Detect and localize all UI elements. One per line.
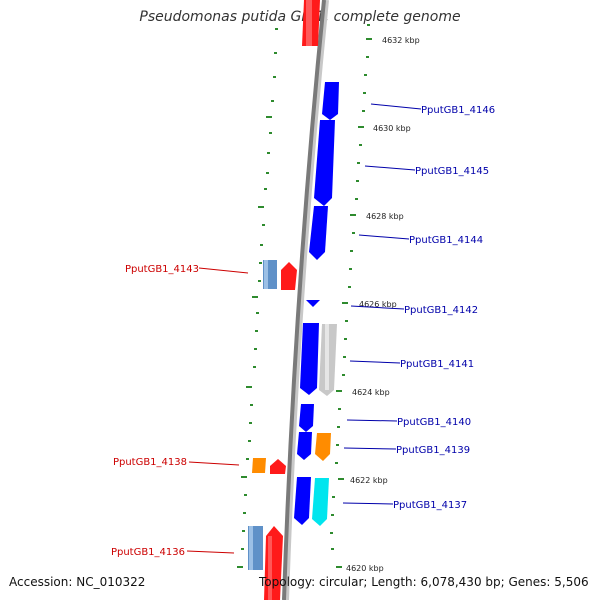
gene-forward [281,262,297,290]
gene-label: PputGB1_4141 [400,359,474,370]
gene-label: PputGB1_4138 [113,457,187,468]
backbone [282,0,326,600]
forward-genes [264,0,320,600]
gene-reverse [294,477,311,525]
scale-label: 4632 kbp [382,36,420,45]
gene-label: PputGB1_4136 [111,547,185,558]
scale-label: 4622 kbp [350,476,388,485]
gene-label: PputGB1_4137 [393,500,467,511]
gene-reverse [297,432,312,460]
scale-label: 4626 kbp [359,300,397,309]
gene-label: PputGB1_4145 [415,166,489,177]
gene-label: PputGB1_4144 [409,235,483,246]
gene-label: PputGB1_4139 [396,445,470,456]
steelblue-genes [248,260,277,570]
other-genes [252,324,337,526]
genome-summary: Topology: circular; Length: 6,078,430 bp… [259,575,589,589]
outer-tick-ring [330,24,372,568]
gene-reverse [322,82,339,120]
gene-label: PputGB1_4142 [404,305,478,316]
leader-lines-right [342,103,422,505]
scale-label: 4620 kbp [346,564,384,573]
gene-labels-left: PputGB1_4143 PputGB1_4138 PputGB1_4136 [111,264,199,558]
gene-orange [315,433,331,461]
gene-label: PputGB1_4140 [397,417,471,428]
gene-labels-right: PputGB1_4146 PputGB1_4145 PputGB1_4144 P… [393,105,495,511]
gene-orange [252,458,266,473]
reverse-genes [294,82,339,525]
gene-reverse [299,404,314,432]
scale-label: 4628 kbp [366,212,404,221]
scale-label: 4630 kbp [373,124,411,133]
gene-cyan [312,478,329,526]
accession-text: Accession: NC_010322 [9,575,146,589]
leader-lines-left [186,267,249,554]
gene-reverse [309,206,328,260]
gene-forward [270,459,286,474]
gene-label: PputGB1_4146 [421,105,495,116]
scale-labels: 4632 kbp 4630 kbp 4628 kbp 4626 kbp 4624… [346,36,420,573]
gene-reverse [306,300,320,307]
gene-reverse [314,120,335,206]
gene-reverse [300,323,319,395]
inner-tick-ring [237,28,278,568]
gene-label: PputGB1_4143 [125,264,199,275]
map-title: Pseudomonas putida GB-1, complete genome [139,9,461,25]
scale-label: 4624 kbp [352,388,390,397]
